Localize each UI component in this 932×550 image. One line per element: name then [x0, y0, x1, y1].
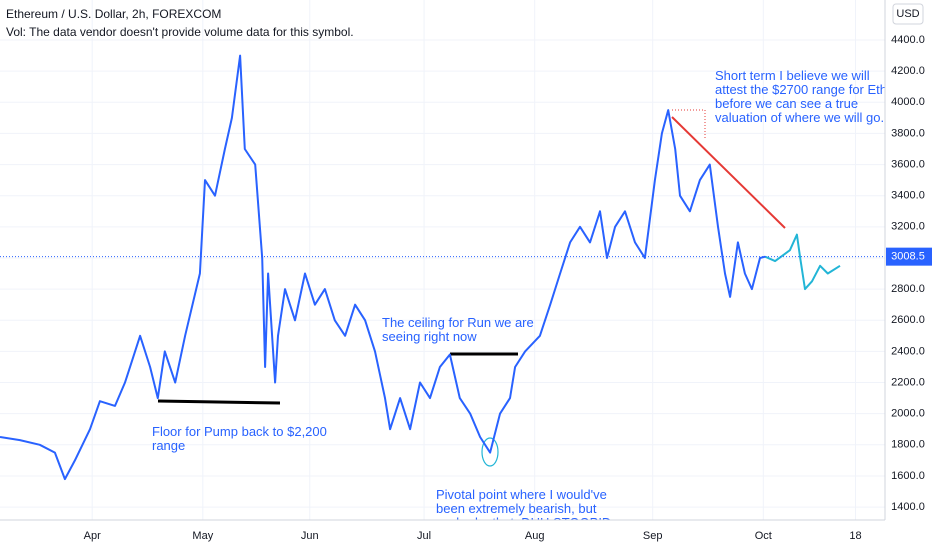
- annotation-text: Short term I believe we will: [715, 68, 870, 83]
- pivot-circle: [481, 437, 499, 467]
- x-tick-label: Jul: [417, 530, 431, 542]
- y-tick-label: 2600.0: [891, 314, 925, 326]
- annotation-text: valuation of where we will go.: [715, 110, 884, 125]
- y-tick-label: 4400.0: [891, 34, 925, 46]
- annotation-text: range: [152, 438, 185, 453]
- y-tick-label: 3600.0: [891, 158, 925, 170]
- annotation-text: seeing right now: [382, 329, 477, 344]
- y-tick-label: 1800.0: [891, 439, 925, 451]
- y-tick-label: 2400.0: [891, 345, 925, 357]
- last-price-box: [886, 247, 932, 266]
- annotation-text: Floor for Pump back to $2,200: [152, 424, 327, 439]
- x-tick-label: 18: [849, 530, 861, 542]
- annotation-text: been extremely bearish, but: [436, 501, 597, 516]
- y-tick-label: 4200.0: [891, 65, 925, 77]
- last-price-label: 3008.5: [891, 251, 925, 263]
- y-tick-label: 3200.0: [891, 221, 925, 233]
- price-line: [764, 233, 841, 291]
- y-tick-label: 1400.0: [891, 501, 925, 513]
- y-tick-label: 1600.0: [891, 470, 925, 482]
- y-tick-label: 2200.0: [891, 376, 925, 388]
- currency-box[interactable]: [892, 3, 924, 25]
- x-tick-label: Aug: [525, 530, 545, 542]
- y-tick-label: 2800.0: [891, 283, 925, 295]
- annotation-text: we broke that. DUH STOOPID: [435, 515, 611, 530]
- annotation-text: attest the $2700 range for Eth: [715, 82, 887, 97]
- x-tick-label: Jun: [301, 530, 319, 542]
- annotation-text: before we can see a true: [715, 96, 858, 111]
- y-tick-label: 3800.0: [891, 127, 925, 139]
- floor-line: [157, 399, 281, 405]
- x-tick-label: Oct: [755, 530, 772, 542]
- y-tick-label: 4000.0: [891, 96, 925, 108]
- y-tick-label: 3400.0: [891, 190, 925, 202]
- x-tick-label: Sep: [643, 530, 663, 542]
- price-line: [0, 54, 766, 481]
- currency-label[interactable]: USD: [896, 8, 919, 20]
- x-tick-label: May: [192, 530, 213, 542]
- chart-subtitle: Vol: The data vendor doesn't provide vol…: [6, 25, 354, 39]
- y-tick-label: 2000.0: [891, 408, 925, 420]
- chart-title: Ethereum / U.S. Dollar, 2h, FOREXCOM: [6, 7, 221, 21]
- grid: [0, 0, 885, 520]
- x-tick-label: Apr: [84, 530, 101, 542]
- measure-box: [672, 109, 706, 140]
- annotation-text: The ceiling for Run we are: [382, 315, 534, 330]
- trend-line: [671, 116, 786, 229]
- annotation-text: Pivotal point where I would've: [436, 487, 607, 502]
